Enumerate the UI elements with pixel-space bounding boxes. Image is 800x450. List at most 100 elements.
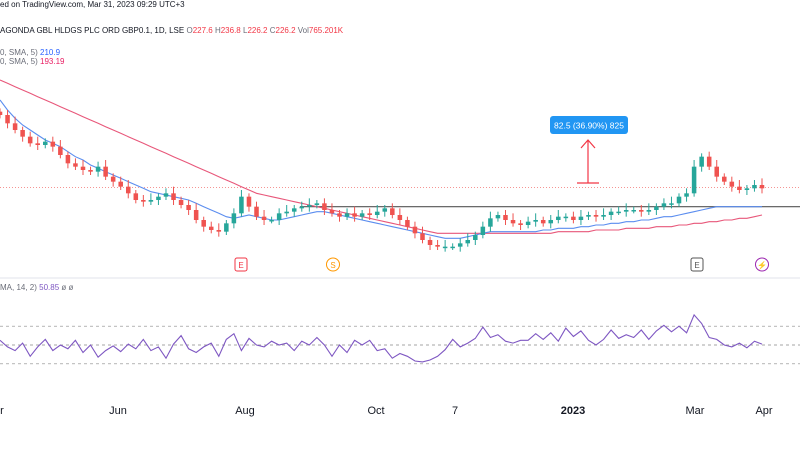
rsi-value: 50.85 (39, 283, 60, 292)
candle-body (352, 213, 357, 217)
candle-body (495, 215, 501, 219)
candle-body (133, 193, 139, 200)
candle-body (586, 215, 591, 217)
candle-body (299, 206, 305, 209)
candle-body (684, 193, 689, 197)
candle-body (20, 130, 25, 137)
ohlc-value-c: 226.2 (275, 26, 296, 35)
earnings-badge-text: E (694, 261, 699, 270)
candle-body (269, 220, 274, 222)
ohlc-value-vol: 765.201K (308, 26, 344, 35)
candle-body (390, 208, 395, 215)
candle-body (525, 221, 531, 225)
candle-body (457, 243, 463, 247)
ohlc-key-h: H (214, 26, 221, 35)
measure-label-text: 82.5 (36.90%) 825 (554, 121, 624, 131)
x-tick-label: 7 (451, 405, 459, 417)
ohlc-value-o: 227.6 (192, 26, 213, 35)
candle-body (442, 246, 448, 249)
candle-body (261, 216, 267, 220)
event-badge (755, 257, 769, 272)
candle-body (661, 203, 667, 207)
candle-body (307, 205, 312, 207)
candle-body (284, 211, 289, 214)
candle-body (58, 146, 63, 155)
ohlc-key-l: L (243, 26, 248, 35)
candle-body (571, 216, 576, 220)
x-tick-label: Apr (755, 405, 773, 417)
ma-fast-value: 210.9 (40, 48, 61, 57)
candle-body (12, 123, 18, 130)
ma-fast-legend: 0, SMA, 5) 210.9 (0, 48, 61, 57)
candle-body (752, 185, 757, 189)
candle-body (639, 210, 644, 212)
candle-body (397, 215, 403, 220)
candle-body (337, 213, 342, 217)
candle-body (322, 203, 327, 210)
candle-body (156, 196, 161, 200)
rsi-label: MA, 14, 2) (0, 283, 37, 292)
ohlc-key-c: C (269, 26, 276, 35)
candle-body (291, 208, 297, 212)
candle-body (73, 163, 78, 167)
candle-body (465, 240, 471, 244)
candle-body (480, 226, 486, 235)
candle-body (80, 166, 86, 170)
candle-body (125, 186, 131, 194)
candle-body (578, 216, 584, 220)
candle-body (201, 220, 206, 227)
candle-body (216, 230, 222, 232)
candle-body (706, 156, 712, 167)
candle-body (5, 115, 10, 124)
candle-body (239, 196, 244, 214)
candle-body (374, 211, 380, 215)
candle-body (367, 213, 372, 215)
ohlc-key-vol: Vol (297, 26, 309, 35)
candle-body (254, 206, 259, 217)
candle-body (510, 220, 516, 224)
candle-body (186, 205, 191, 210)
rsi-legend[interactable]: MA, 14, 2) 50.85 ø ø (0, 283, 73, 292)
candle-body (88, 170, 93, 172)
earnings-badge-text: E (238, 261, 243, 270)
candle-body (601, 215, 606, 217)
candle-body (737, 186, 742, 190)
candle-body (608, 211, 614, 215)
candle-body (450, 246, 455, 249)
x-tick-label: Aug (235, 405, 255, 417)
candle-body (435, 245, 440, 247)
candle-body (163, 193, 169, 197)
candle-body (563, 216, 569, 219)
candle-body (503, 215, 508, 220)
candle-body (43, 141, 48, 145)
x-tick-label: 2023 (560, 405, 586, 417)
candle-body (691, 166, 697, 194)
measure-arrow-head (580, 139, 596, 149)
candle-body (276, 213, 282, 220)
rsi-extra: ø ø (61, 283, 74, 292)
candle-body (533, 220, 538, 222)
candle-body (722, 176, 727, 182)
candle-body (759, 185, 765, 189)
rsi-line (0, 313, 763, 363)
symbol-legend[interactable]: AGONDA GBL HLDGS PLC ORD GBP0.1, 1D, LSE… (0, 26, 343, 35)
candle-body (193, 210, 199, 220)
moving-average-legend[interactable]: 0, SMA, 5) 210.9 0, SMA, 5) 193.19 (0, 48, 65, 66)
candle-body (208, 226, 214, 230)
candle-body (646, 210, 652, 212)
candle-body (714, 166, 719, 177)
candle-body (548, 220, 554, 224)
candle-body (118, 181, 123, 187)
candle-body (148, 200, 154, 202)
earnings-badge (690, 257, 704, 272)
event-badge-text: ⚡ (757, 260, 767, 270)
candle-body (50, 141, 56, 147)
x-tick-label: Mar (685, 405, 705, 417)
candle-body (654, 206, 659, 210)
x-tick-label: Jun (109, 405, 127, 417)
candle-body (699, 156, 704, 167)
candle-body (314, 203, 320, 205)
candle-body (171, 193, 176, 200)
candle-body (103, 166, 108, 177)
